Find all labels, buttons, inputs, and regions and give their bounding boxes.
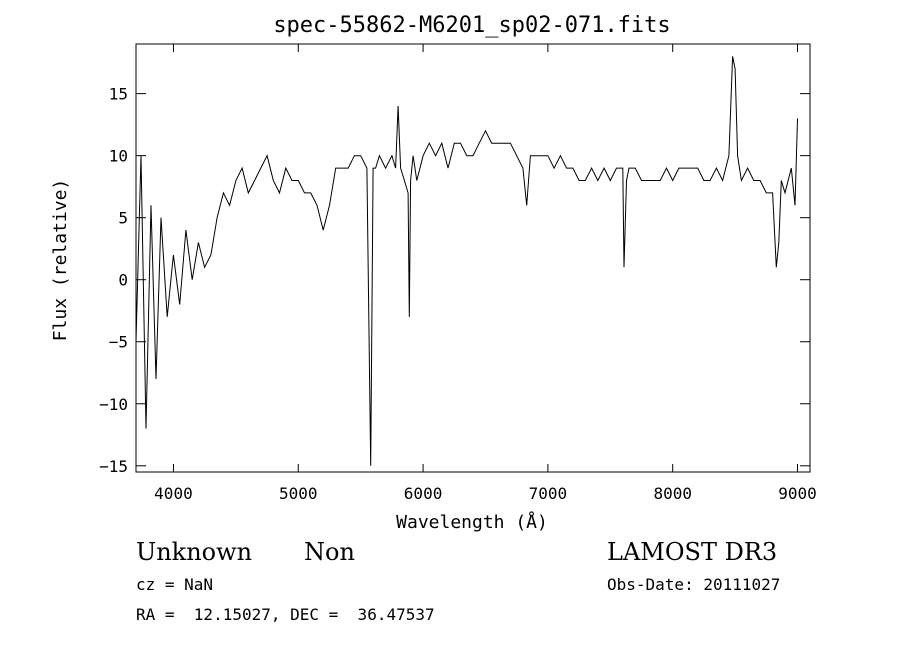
x-tick-label: 8000	[653, 484, 692, 503]
x-tick-label: 4000	[154, 484, 193, 503]
x-tick-label: 5000	[279, 484, 318, 503]
y-axis-label: Flux (relative)	[50, 179, 71, 342]
chart-title: spec-55862-M6201_sp02-071.fits	[273, 13, 670, 38]
plot-frame	[135, 43, 811, 473]
x-axis-label: Wavelength (Å)	[396, 511, 548, 533]
object-type: Unknown	[136, 538, 252, 566]
y-tick-label: −10	[99, 395, 128, 414]
spectrum-line	[135, 56, 798, 466]
x-tick-label: 9000	[778, 484, 817, 503]
y-tick-label: 10	[109, 147, 128, 166]
y-tick-label: 5	[118, 209, 128, 228]
y-tick-label: 0	[118, 271, 128, 290]
obs-date-label: Obs-Date: 20111027	[607, 575, 780, 594]
coords-label: RA = 12.15027, DEC = 36.47537	[136, 605, 435, 624]
y-tick-label: −15	[99, 457, 128, 476]
y-tick-label: −5	[109, 333, 128, 352]
x-tick-label: 6000	[404, 484, 443, 503]
y-tick-label: 15	[109, 85, 128, 104]
object-class: Non	[304, 538, 355, 566]
y-axis: −15 −10 −5 0 5 10 15	[99, 85, 810, 476]
redshift-label: cz = NaN	[136, 575, 213, 594]
survey-label: LAMOST DR3	[607, 538, 777, 566]
x-tick-label: 7000	[529, 484, 568, 503]
x-axis: 4000 5000 6000 7000 8000 9000	[154, 44, 817, 503]
